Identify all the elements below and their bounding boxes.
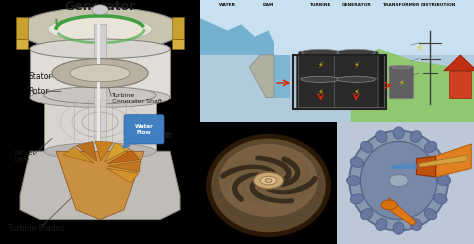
Ellipse shape xyxy=(18,7,182,51)
Polygon shape xyxy=(76,141,97,162)
Ellipse shape xyxy=(360,142,437,220)
PathPatch shape xyxy=(56,151,144,220)
FancyBboxPatch shape xyxy=(172,17,184,39)
Ellipse shape xyxy=(437,176,451,185)
Polygon shape xyxy=(351,49,474,122)
Polygon shape xyxy=(20,151,180,220)
Ellipse shape xyxy=(260,176,277,185)
Text: ⚡: ⚡ xyxy=(318,60,324,69)
Ellipse shape xyxy=(376,131,387,142)
Polygon shape xyxy=(419,155,467,167)
Ellipse shape xyxy=(44,143,156,160)
Ellipse shape xyxy=(361,209,373,220)
FancyBboxPatch shape xyxy=(334,78,378,107)
Ellipse shape xyxy=(424,209,437,220)
Polygon shape xyxy=(444,55,474,71)
FancyBboxPatch shape xyxy=(200,0,474,55)
Ellipse shape xyxy=(301,76,340,82)
Ellipse shape xyxy=(434,194,447,204)
Ellipse shape xyxy=(70,65,130,82)
Text: Stator: Stator xyxy=(28,72,52,81)
Text: GENERATOR: GENERATOR xyxy=(341,3,371,7)
Text: TURBINE: TURBINE xyxy=(310,3,331,7)
FancyBboxPatch shape xyxy=(200,55,474,122)
FancyBboxPatch shape xyxy=(299,51,343,81)
Text: ⚡: ⚡ xyxy=(318,87,324,96)
Ellipse shape xyxy=(410,131,422,142)
Text: ⚡: ⚡ xyxy=(399,79,404,87)
Text: Water
Flow: Water Flow xyxy=(135,124,154,135)
Text: TRANSFORMER: TRANSFORMER xyxy=(383,3,420,7)
Ellipse shape xyxy=(52,59,148,88)
Ellipse shape xyxy=(393,222,404,234)
Ellipse shape xyxy=(337,76,375,82)
Polygon shape xyxy=(63,146,94,163)
Ellipse shape xyxy=(254,172,283,189)
Ellipse shape xyxy=(30,88,170,107)
Text: ⚡: ⚡ xyxy=(415,44,423,54)
Ellipse shape xyxy=(219,144,318,217)
Text: WATER: WATER xyxy=(219,3,236,7)
FancyBboxPatch shape xyxy=(274,55,291,98)
FancyBboxPatch shape xyxy=(296,55,383,107)
Polygon shape xyxy=(105,143,130,162)
Text: DISTRIBUTION: DISTRIBUTION xyxy=(421,3,456,7)
Ellipse shape xyxy=(337,49,375,56)
Text: ⚡: ⚡ xyxy=(353,87,359,96)
FancyBboxPatch shape xyxy=(389,66,414,99)
Polygon shape xyxy=(249,55,274,98)
Polygon shape xyxy=(107,150,140,164)
FancyBboxPatch shape xyxy=(94,24,106,210)
Text: Wicket
Gate: Wicket Gate xyxy=(14,150,36,163)
FancyBboxPatch shape xyxy=(334,51,378,81)
Ellipse shape xyxy=(92,5,108,15)
Ellipse shape xyxy=(301,49,340,56)
Polygon shape xyxy=(107,168,139,183)
Ellipse shape xyxy=(393,127,404,139)
Ellipse shape xyxy=(350,194,364,204)
FancyBboxPatch shape xyxy=(16,17,28,39)
Polygon shape xyxy=(417,156,436,177)
Polygon shape xyxy=(108,161,140,172)
Polygon shape xyxy=(95,141,113,161)
FancyBboxPatch shape xyxy=(449,71,471,98)
Ellipse shape xyxy=(410,219,422,230)
Ellipse shape xyxy=(349,131,448,231)
Ellipse shape xyxy=(424,141,437,152)
Ellipse shape xyxy=(265,179,272,182)
Ellipse shape xyxy=(208,135,329,235)
Ellipse shape xyxy=(350,157,364,167)
FancyBboxPatch shape xyxy=(44,95,156,151)
Polygon shape xyxy=(385,198,417,226)
Ellipse shape xyxy=(434,157,447,167)
Text: Turbine
Generator Shaft: Turbine Generator Shaft xyxy=(112,93,163,104)
Text: Turbine Blades: Turbine Blades xyxy=(8,224,64,233)
FancyBboxPatch shape xyxy=(30,49,170,98)
Text: Rotor: Rotor xyxy=(28,87,49,96)
Polygon shape xyxy=(436,144,471,177)
Ellipse shape xyxy=(392,65,411,69)
Ellipse shape xyxy=(44,87,156,104)
Ellipse shape xyxy=(376,219,387,230)
FancyBboxPatch shape xyxy=(97,24,100,210)
FancyBboxPatch shape xyxy=(16,39,28,49)
Ellipse shape xyxy=(30,39,170,59)
Ellipse shape xyxy=(48,17,152,41)
Polygon shape xyxy=(200,18,274,55)
Text: Generator: Generator xyxy=(64,0,136,13)
FancyBboxPatch shape xyxy=(299,78,343,107)
Ellipse shape xyxy=(346,176,360,185)
Text: Turbine: Turbine xyxy=(126,131,173,140)
FancyBboxPatch shape xyxy=(172,39,184,49)
FancyBboxPatch shape xyxy=(124,115,164,144)
Ellipse shape xyxy=(361,141,373,152)
Text: ⚡: ⚡ xyxy=(353,60,359,69)
Text: DAM: DAM xyxy=(263,3,274,7)
Ellipse shape xyxy=(381,200,397,210)
Ellipse shape xyxy=(389,174,408,187)
FancyBboxPatch shape xyxy=(337,122,474,244)
